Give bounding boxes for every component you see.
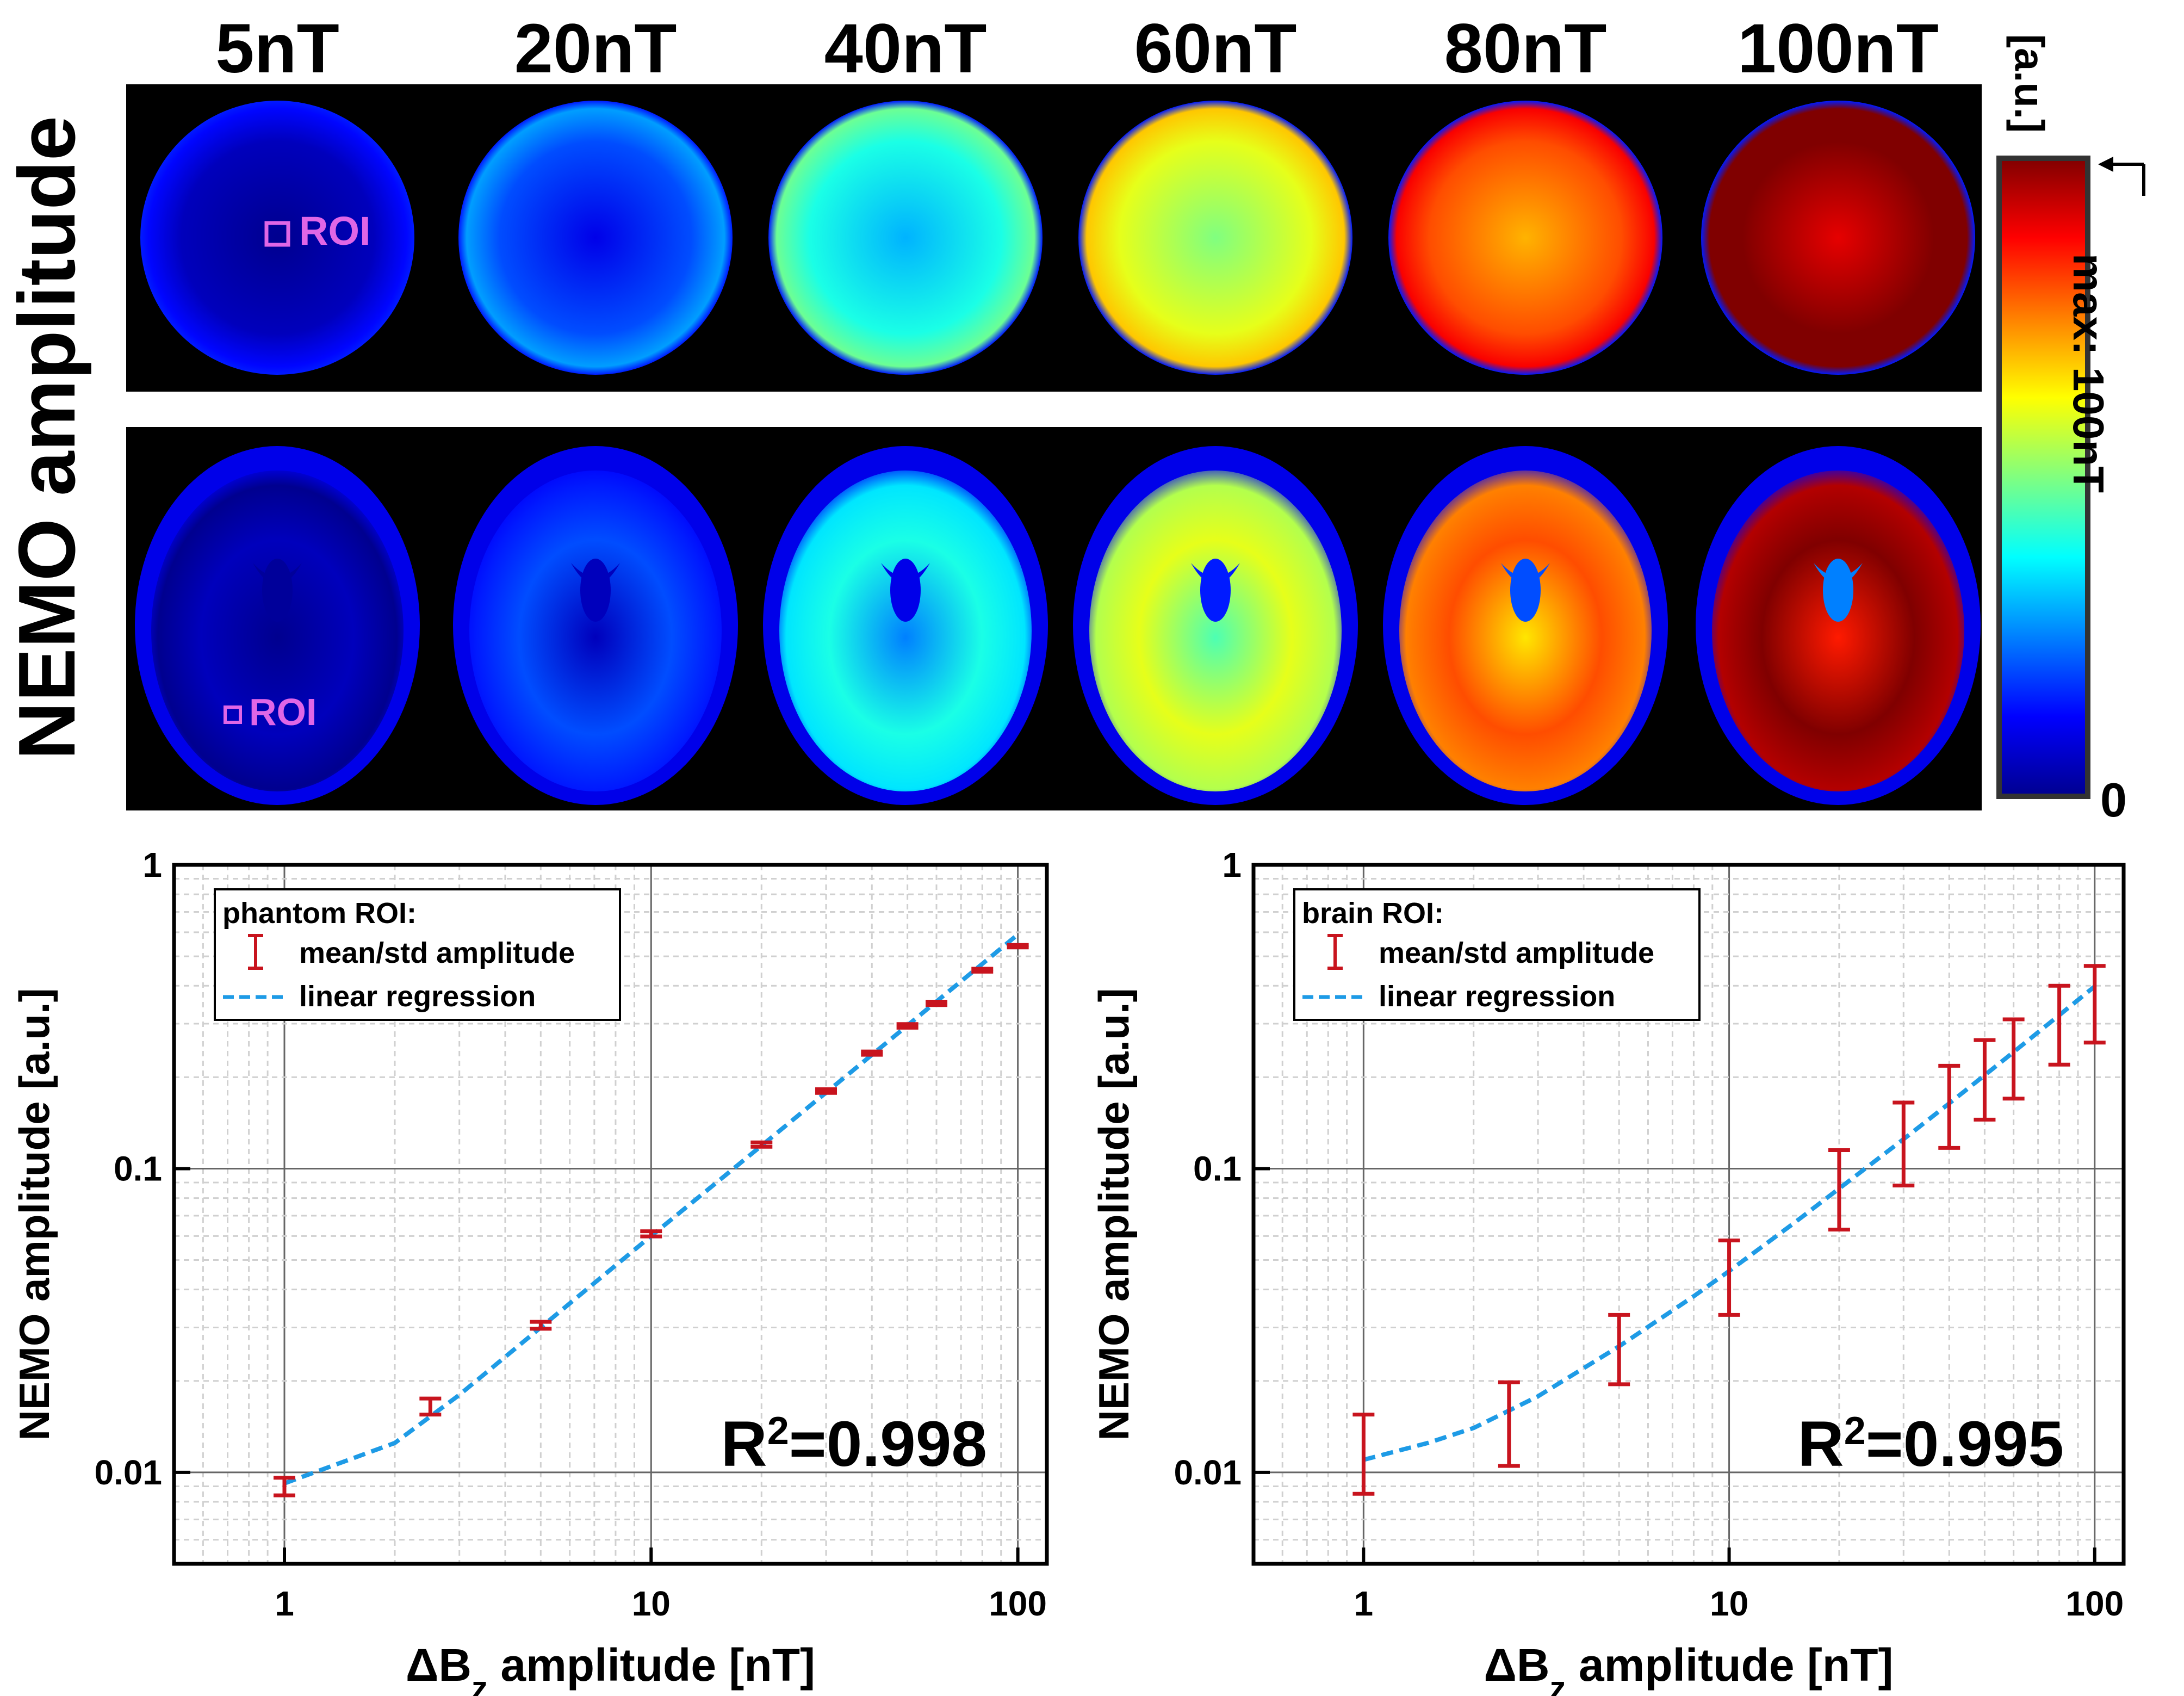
phantom-errorbar (861, 1049, 883, 1057)
brain-images: ROI (135, 446, 1981, 805)
phantom-errorbar (1007, 943, 1029, 950)
phantom-roi-box (264, 221, 290, 247)
brain-ytick-label: 1 (1222, 845, 1242, 884)
brain-legend-title: brain ROI: (1302, 897, 1444, 930)
brain-errorbar (1974, 1038, 1996, 1122)
phantom-ytick-label: 0.01 (94, 1453, 162, 1492)
brain-tissue-2 (779, 471, 1032, 791)
phantom-errorbar (815, 1087, 837, 1095)
column-title-3: 60nT (1134, 10, 1297, 88)
brain-roi-box (224, 705, 242, 724)
brain-ventricle-center-3 (1200, 559, 1231, 622)
brain-xtick-label: 10 (1710, 1584, 1748, 1623)
phantom-xtick-label: 10 (632, 1584, 671, 1623)
brain-tissue-4 (1399, 471, 1652, 791)
brain-ventricle-center-0 (262, 559, 293, 622)
phantom-regression-line (283, 932, 1020, 1485)
phantom-roi-label: ROI (299, 208, 371, 253)
brain-legend: brain ROI: mean/std amplitude linear regre… (1293, 888, 1701, 1021)
brain-chart: 1 10 100 0.01 0.1 1 ΔBz amplitude [nT] NEMO amp… (1090, 845, 2126, 1696)
brain-r2-annotation: R2=0.995 (1798, 1408, 2064, 1480)
brain-tissue-5 (1712, 471, 1964, 791)
brain-ytick-label: 0.01 (1174, 1453, 1242, 1492)
phantom-errorbar (640, 1229, 662, 1239)
brain-ventricle-center-2 (890, 559, 921, 622)
phantom-legend-title: phantom ROI: (222, 897, 417, 930)
phantom-xtick-label: 1 (275, 1584, 294, 1623)
phantom-errorbar (530, 1320, 552, 1331)
phantom-images: ROI (140, 101, 1975, 375)
brain-errorbar (2002, 1017, 2025, 1101)
row-label-text: NEMO amplitude (2, 115, 92, 760)
brain-errorbar (1498, 1380, 1520, 1468)
phantom-legend-entry-1: linear regression (299, 980, 536, 1013)
phantom-xtick-label: 100 (989, 1584, 1047, 1623)
phantom-ytick-label: 0.1 (114, 1149, 162, 1188)
phantom-disk-4 (1388, 101, 1662, 375)
brain-errorbar (2083, 964, 2106, 1045)
brain-errorbar (2048, 983, 2070, 1067)
brain-legend-entry-0: mean/std amplitude (1379, 937, 1654, 969)
brain-errorbar (1608, 1313, 1630, 1386)
colorbar-gradient (1996, 156, 2090, 799)
brain-tissue-1 (469, 471, 722, 791)
column-title-0: 5nT (215, 10, 339, 88)
phantom-r2-annotation: R2=0.998 (721, 1408, 987, 1480)
phantom-errorbar (926, 1000, 948, 1007)
phantom-disk-1 (458, 101, 733, 375)
brain-tissue-3 (1089, 471, 1342, 791)
brain-errorbar (1828, 1148, 1850, 1232)
row-label: NEMO amplitude (2, 71, 92, 805)
colorbar (1996, 155, 2091, 800)
phantom-image-strip: ROI (126, 84, 1982, 392)
phantom-legend: phantom ROI: mean/std amplitude linear reg… (214, 888, 621, 1021)
column-title-2: 40nT (824, 10, 987, 88)
phantom-errorbar (750, 1140, 773, 1149)
colorbar-max-text: max: 100nT (2064, 253, 2113, 493)
colorbar-unit: [a.u.] (2006, 16, 2080, 147)
brain-errorbar (1938, 1063, 1960, 1150)
brain-tissue-0 (151, 471, 404, 791)
phantom-disk-5 (1701, 101, 1975, 375)
colorbar-min-text: 0 (2100, 773, 2127, 827)
brain-ventricle-center-4 (1510, 559, 1541, 622)
phantom-errorbar (419, 1396, 442, 1417)
brain-image-strip: ROI (126, 427, 1982, 810)
phantom-chart: 1 10 100 0.01 0.1 1 ΔBz amplitude [nT] NEMO amp… (10, 845, 1049, 1696)
phantom-disk-2 (768, 101, 1043, 375)
column-title-5: 100nT (1738, 10, 1939, 88)
brain-xtick-label: 100 (2065, 1584, 2124, 1623)
brain-errorbar (1893, 1100, 1915, 1187)
phantom-disk-0 (140, 101, 414, 375)
brain-legend-entry-1: linear regression (1379, 980, 1615, 1013)
phantom-errorbar (896, 1022, 919, 1030)
brain-regression-line (1363, 985, 2096, 1462)
brain-grid (1252, 864, 2124, 1565)
brain-roi-label: ROI (249, 691, 317, 733)
phantom-ytick-label: 1 (142, 845, 162, 884)
column-title-4: 80nT (1444, 10, 1607, 88)
brain-xtick-label: 1 (1354, 1584, 1374, 1623)
brain-xlabel: ΔBz amplitude [nT] (1484, 1639, 1894, 1696)
brain-ventricle-center-5 (1823, 559, 1853, 622)
phantom-disk-3 (1078, 101, 1352, 375)
brain-axes-box (1251, 863, 2126, 1566)
brain-ventricle-center-1 (580, 559, 611, 622)
max-arrow-icon (2098, 157, 2145, 196)
phantom-grid (173, 864, 1047, 1565)
phantom-legend-entry-0: mean/std amplitude (299, 937, 575, 969)
brain-errorbar (1718, 1239, 1740, 1317)
brain-ytick-label: 0.1 (1193, 1149, 1242, 1188)
brain-errorbar (1352, 1413, 1375, 1496)
phantom-axes-box (172, 863, 1049, 1566)
colorbar-max: max: 100nT (2064, 152, 2184, 533)
phantom-errorbar (273, 1476, 295, 1497)
column-title-1: 20nT (514, 10, 677, 88)
phantom-errorbar (971, 967, 994, 974)
phantom-xlabel: ΔBz amplitude [nT] (406, 1639, 815, 1696)
phantom-ylabel: NEMO amplitude [a.u.] (10, 988, 58, 1440)
brain-ylabel: NEMO amplitude [a.u.] (1090, 988, 1138, 1440)
colorbar-unit-text: [a.u.] (2006, 34, 2052, 133)
